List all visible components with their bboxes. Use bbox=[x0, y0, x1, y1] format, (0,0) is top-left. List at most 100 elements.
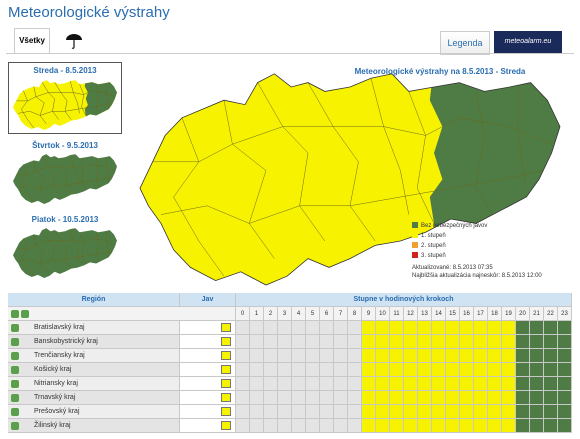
side-map[interactable] bbox=[13, 226, 117, 278]
hour-cell bbox=[320, 377, 334, 391]
hour-cell bbox=[278, 321, 292, 335]
controls-cell bbox=[8, 307, 236, 321]
expand-all[interactable] bbox=[11, 310, 19, 318]
hour-cell bbox=[292, 363, 306, 377]
hour-cell bbox=[236, 335, 250, 349]
hour-cell bbox=[558, 419, 572, 433]
expand-row[interactable] bbox=[11, 324, 19, 332]
side-map-label[interactable]: Piatok - 10.5.2013 bbox=[31, 215, 99, 224]
hour-cell bbox=[320, 349, 334, 363]
hour-cell bbox=[558, 391, 572, 405]
umbrella-icon bbox=[66, 34, 82, 49]
hour-cell bbox=[502, 405, 516, 419]
hour-cell bbox=[278, 419, 292, 433]
rain-icon[interactable] bbox=[221, 365, 231, 374]
hour-label: 18 bbox=[488, 307, 502, 321]
expand-row[interactable] bbox=[11, 338, 19, 346]
hour-cell bbox=[530, 335, 544, 349]
hour-cell bbox=[376, 377, 390, 391]
hour-label: 5 bbox=[306, 307, 320, 321]
region-name[interactable]: Prešovský kraj bbox=[34, 408, 80, 415]
hour-cell bbox=[278, 405, 292, 419]
hour-cell bbox=[250, 335, 264, 349]
header-phenomenon: Jav bbox=[180, 293, 236, 307]
hour-cell bbox=[530, 363, 544, 377]
hour-cell bbox=[334, 377, 348, 391]
hour-cell bbox=[348, 363, 362, 377]
hour-cell bbox=[446, 419, 460, 433]
phenomenon-cell bbox=[180, 349, 236, 363]
hour-cell bbox=[292, 405, 306, 419]
phenomenon-cell bbox=[180, 321, 236, 335]
meteoalarm-button[interactable]: meteoalarm.eu bbox=[494, 31, 562, 53]
hour-cell bbox=[250, 419, 264, 433]
legend-button[interactable]: Legenda bbox=[440, 31, 490, 55]
region-name[interactable]: Žilinský kraj bbox=[34, 422, 71, 429]
hour-cell bbox=[516, 349, 530, 363]
region-cell: Košický kraj bbox=[8, 363, 180, 377]
rain-icon[interactable] bbox=[221, 407, 231, 416]
main-map[interactable] bbox=[140, 65, 560, 286]
legend-item: 1. stupeň bbox=[412, 232, 487, 242]
map-title: Meteorologické výstrahy na 8.5.2013 - St… bbox=[354, 67, 526, 76]
rain-icon[interactable] bbox=[221, 337, 231, 346]
expand-row[interactable] bbox=[11, 366, 19, 374]
hour-label: 3 bbox=[278, 307, 292, 321]
hour-cell bbox=[488, 349, 502, 363]
rain-icon[interactable] bbox=[221, 323, 231, 332]
hour-cell bbox=[502, 377, 516, 391]
hour-cell bbox=[404, 391, 418, 405]
hour-cell bbox=[306, 377, 320, 391]
hour-cell bbox=[474, 335, 488, 349]
expand-row[interactable] bbox=[11, 408, 19, 416]
hour-cell bbox=[530, 349, 544, 363]
expand-row[interactable] bbox=[11, 380, 19, 388]
hour-label: 19 bbox=[502, 307, 516, 321]
hour-cell bbox=[250, 405, 264, 419]
side-map[interactable] bbox=[13, 152, 117, 204]
tab-all[interactable]: Všetky bbox=[14, 28, 50, 53]
region-name[interactable]: Banskobystrický kraj bbox=[34, 338, 98, 345]
hour-label: 21 bbox=[530, 307, 544, 321]
side-map[interactable] bbox=[13, 78, 117, 130]
hour-cell bbox=[236, 391, 250, 405]
hour-cell bbox=[236, 419, 250, 433]
hour-cell bbox=[334, 349, 348, 363]
hour-cell bbox=[474, 349, 488, 363]
rain-icon[interactable] bbox=[221, 421, 231, 430]
rain-icon[interactable] bbox=[221, 393, 231, 402]
maps bbox=[13, 0, 580, 290]
hour-label: 10 bbox=[376, 307, 390, 321]
hour-cell bbox=[306, 419, 320, 433]
expand-row[interactable] bbox=[11, 422, 19, 430]
hour-label: 6 bbox=[320, 307, 334, 321]
region-name[interactable]: Nitriansky kraj bbox=[34, 380, 78, 387]
side-map-label[interactable]: Štvrtok - 9.5.2013 bbox=[32, 141, 98, 150]
side-map-label[interactable]: Streda - 8.5.2013 bbox=[33, 66, 97, 75]
rain-icon[interactable] bbox=[221, 351, 231, 360]
legend-item: 2. stupeň bbox=[412, 242, 487, 252]
hour-cell bbox=[348, 335, 362, 349]
hour-cell bbox=[432, 391, 446, 405]
region-name[interactable]: Trenčiansky kraj bbox=[34, 352, 85, 359]
hour-cell bbox=[306, 321, 320, 335]
expand-row[interactable] bbox=[11, 394, 19, 402]
hour-cell bbox=[236, 405, 250, 419]
collapse-all[interactable] bbox=[21, 310, 29, 318]
hour-label: 23 bbox=[558, 307, 572, 321]
region-name[interactable]: Košický kraj bbox=[34, 366, 72, 373]
tab-umbrella[interactable] bbox=[56, 28, 92, 52]
hour-cell bbox=[264, 335, 278, 349]
hour-cell bbox=[544, 405, 558, 419]
legend-swatch bbox=[412, 242, 418, 248]
expand-row[interactable] bbox=[11, 352, 19, 360]
region-name[interactable]: Bratislavský kraj bbox=[34, 324, 85, 331]
hour-cell bbox=[516, 363, 530, 377]
rain-icon[interactable] bbox=[221, 379, 231, 388]
hour-cell bbox=[474, 377, 488, 391]
hour-cell bbox=[404, 419, 418, 433]
region-cell: Trenčiansky kraj bbox=[8, 349, 180, 363]
hour-cell bbox=[418, 391, 432, 405]
region-name[interactable]: Trnavský kraj bbox=[34, 394, 76, 401]
